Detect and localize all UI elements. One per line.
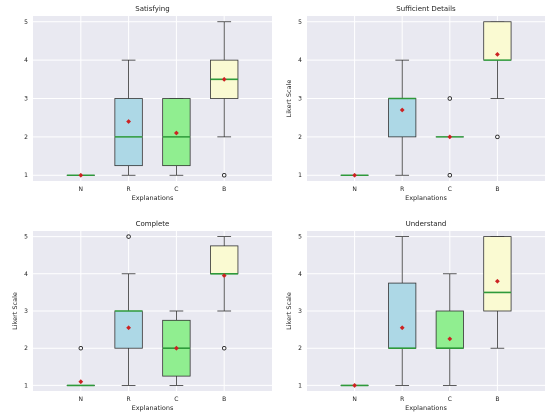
y-tick-label: 2 bbox=[24, 345, 28, 352]
mean-marker bbox=[221, 76, 227, 82]
y-tick-label: 1 bbox=[24, 172, 28, 179]
mean-marker bbox=[126, 119, 131, 124]
y-tick-label: 5 bbox=[24, 234, 28, 241]
y-tick-label: 3 bbox=[24, 308, 28, 315]
box-R bbox=[388, 236, 417, 386]
y-tick-label: 5 bbox=[298, 19, 302, 26]
x-tick-label: R bbox=[400, 396, 404, 403]
box-body bbox=[388, 98, 417, 138]
box-R bbox=[388, 59, 417, 176]
x-tick-label: N bbox=[79, 396, 84, 403]
mean-marker bbox=[447, 336, 453, 342]
box-N bbox=[66, 345, 95, 387]
mean-marker bbox=[352, 172, 357, 178]
subplot-2: Sufficient Details 1 2 3 4 5 N R C B Explanations L… bbox=[285, 5, 545, 202]
y-tick-label: 2 bbox=[24, 134, 28, 141]
mean-marker bbox=[495, 51, 500, 57]
y-tick-label: 1 bbox=[298, 172, 302, 179]
box-B bbox=[210, 236, 239, 351]
y-tick-label: 4 bbox=[298, 271, 302, 278]
subplot-title: Understand bbox=[406, 220, 447, 228]
box-body bbox=[483, 236, 512, 312]
x-tick-label: B bbox=[495, 186, 499, 193]
x-axis-label: Explanations bbox=[132, 194, 174, 202]
outlier-point bbox=[221, 345, 227, 351]
y-axis-label: Likert Scale bbox=[11, 292, 19, 330]
y-tick-label: 2 bbox=[298, 345, 302, 352]
subplot-title: Satisfying bbox=[135, 5, 169, 13]
box-body bbox=[388, 282, 417, 349]
mean-marker bbox=[174, 130, 179, 136]
subplot-3: Complete 1 2 3 4 5 N R C B Explanations Likert Scal… bbox=[11, 220, 272, 412]
box-N bbox=[66, 172, 95, 178]
box-C bbox=[162, 98, 191, 176]
y-tick-label: 4 bbox=[24, 271, 28, 278]
x-tick-label: B bbox=[222, 396, 226, 403]
mean-marker bbox=[352, 383, 357, 388]
x-tick-label: N bbox=[79, 186, 84, 193]
subplot-title: Sufficient Details bbox=[396, 5, 456, 13]
y-tick-label: 4 bbox=[24, 57, 28, 64]
mean-marker bbox=[174, 345, 179, 351]
x-tick-label: N bbox=[352, 396, 357, 403]
x-tick-label: N bbox=[352, 186, 357, 193]
x-tick-label: C bbox=[448, 396, 452, 403]
y-axis-label: Likert Scale bbox=[285, 80, 293, 118]
x-tick-label: R bbox=[400, 186, 404, 193]
mean-marker bbox=[447, 134, 453, 140]
box-N bbox=[340, 383, 369, 388]
box-body bbox=[114, 98, 143, 167]
mean-marker bbox=[78, 379, 84, 385]
x-tick-label: C bbox=[174, 186, 178, 193]
y-tick-label: 5 bbox=[298, 234, 302, 241]
y-tick-label: 3 bbox=[24, 96, 28, 103]
box-R bbox=[114, 59, 143, 176]
box-C bbox=[435, 273, 464, 386]
box-body bbox=[210, 245, 239, 275]
box-B bbox=[483, 236, 512, 349]
mean-marker bbox=[221, 273, 227, 279]
x-axis-label: Explanations bbox=[132, 404, 174, 412]
x-tick-label: C bbox=[448, 186, 452, 193]
y-tick-label: 1 bbox=[298, 382, 302, 389]
x-axis-label: Explanations bbox=[405, 404, 447, 412]
box-C bbox=[435, 96, 464, 178]
box-B bbox=[210, 21, 239, 178]
y-tick-label: 3 bbox=[298, 96, 302, 103]
box-N bbox=[340, 172, 369, 178]
outlier-point bbox=[495, 134, 500, 140]
outlier-point bbox=[447, 172, 453, 178]
x-tick-label: B bbox=[495, 396, 499, 403]
y-tick-label: 3 bbox=[298, 308, 302, 315]
subplot-title: Complete bbox=[136, 220, 170, 228]
mean-marker bbox=[78, 172, 84, 178]
subplot-1: Satisfying 1 2 3 4 5 N R C B Explanations bbox=[24, 5, 272, 202]
box-C bbox=[162, 310, 191, 386]
mean-marker bbox=[399, 107, 405, 113]
mean-marker bbox=[399, 325, 405, 331]
outlier-point bbox=[78, 345, 84, 351]
x-tick-label: R bbox=[127, 396, 131, 403]
box-R bbox=[114, 234, 143, 386]
subplot-4: Understand 1 2 3 4 5 N R C B Explanations Likert Sc… bbox=[285, 220, 545, 412]
outlier-point bbox=[221, 172, 227, 178]
x-tick-label: R bbox=[127, 186, 131, 193]
box-B bbox=[483, 21, 512, 140]
x-axis-label: Explanations bbox=[405, 194, 447, 202]
x-tick-label: B bbox=[222, 186, 226, 193]
y-tick-label: 4 bbox=[298, 57, 302, 64]
y-axis-label: Likert Scale bbox=[285, 292, 293, 330]
mean-marker bbox=[126, 325, 131, 331]
outlier-point bbox=[126, 234, 131, 239]
y-tick-label: 2 bbox=[298, 134, 302, 141]
mean-marker bbox=[495, 278, 500, 284]
x-tick-label: C bbox=[174, 396, 178, 403]
box-body bbox=[435, 310, 464, 349]
outlier-point bbox=[447, 96, 453, 101]
y-tick-label: 1 bbox=[24, 382, 28, 389]
y-tick-label: 5 bbox=[24, 19, 28, 26]
